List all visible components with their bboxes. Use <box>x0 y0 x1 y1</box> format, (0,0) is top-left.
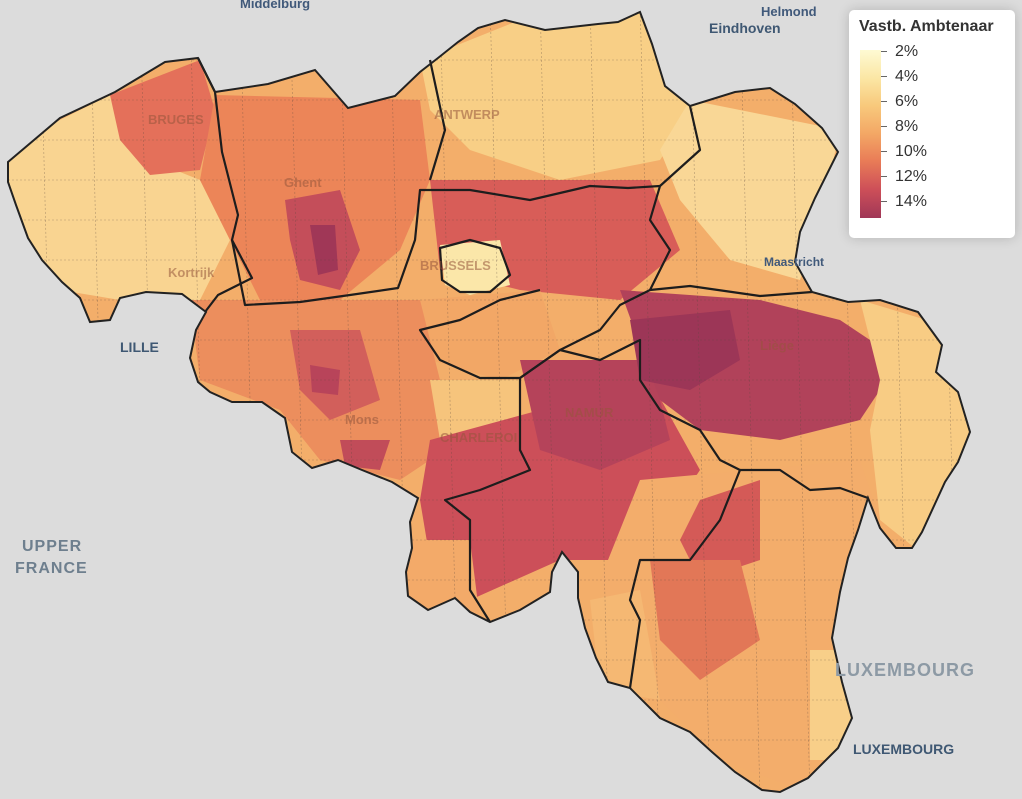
label-lille: LILLE <box>120 339 159 355</box>
label-helmond: Helmond <box>761 4 817 19</box>
label-luxembourg-city: LUXEMBOURG <box>853 741 955 757</box>
label-bruges: BRUGES <box>148 112 204 127</box>
legend-label: 12% <box>895 168 928 185</box>
legend-label: 10% <box>895 143 928 160</box>
label-kortrijk: Kortrijk <box>168 265 215 280</box>
belgium-outline <box>7 10 972 794</box>
label-eindhoven: Eindhoven <box>709 20 781 36</box>
label-mons: Mons <box>345 412 379 427</box>
label-liege: Liège <box>760 338 794 353</box>
legend-item: 6% <box>881 93 918 111</box>
label-brussels: BRUSSELS <box>420 258 491 273</box>
legend-label: 2% <box>895 43 919 60</box>
legend-item: 12% <box>881 168 927 186</box>
legend-title: Vastb. Ambtenaar <box>859 18 994 35</box>
label-middelburg: Middelburg <box>240 0 311 11</box>
legend-item: 8% <box>881 118 918 136</box>
municipality-colour-zones <box>8 12 970 790</box>
label-ghent: Ghent <box>284 175 322 190</box>
label-antwerp: ANTWERP <box>434 107 500 122</box>
legend-color-ramp <box>860 50 881 218</box>
legend-item: 14% <box>881 193 927 211</box>
legend-label: 6% <box>895 93 919 110</box>
label-upper: UPPER <box>22 538 83 555</box>
map-legend: Vastb. Ambtenaar 2% 4% 6% 8% 10% 12% 14% <box>849 10 1015 238</box>
label-france: FRANCE <box>15 560 88 577</box>
label-namur: NAMUR <box>565 405 614 420</box>
label-luxembourg-region: LUXEMBOURG <box>835 660 975 680</box>
legend-item: 2% <box>881 43 918 61</box>
label-maastricht: Maastricht <box>764 255 825 269</box>
legend-label: 4% <box>895 68 919 85</box>
legend-item: 10% <box>881 143 927 161</box>
legend-label: 8% <box>895 118 919 135</box>
legend-item: 4% <box>881 68 918 86</box>
label-charleroi: CHARLEROI <box>440 430 518 445</box>
legend-label: 14% <box>895 193 928 210</box>
province-borders <box>197 57 869 689</box>
